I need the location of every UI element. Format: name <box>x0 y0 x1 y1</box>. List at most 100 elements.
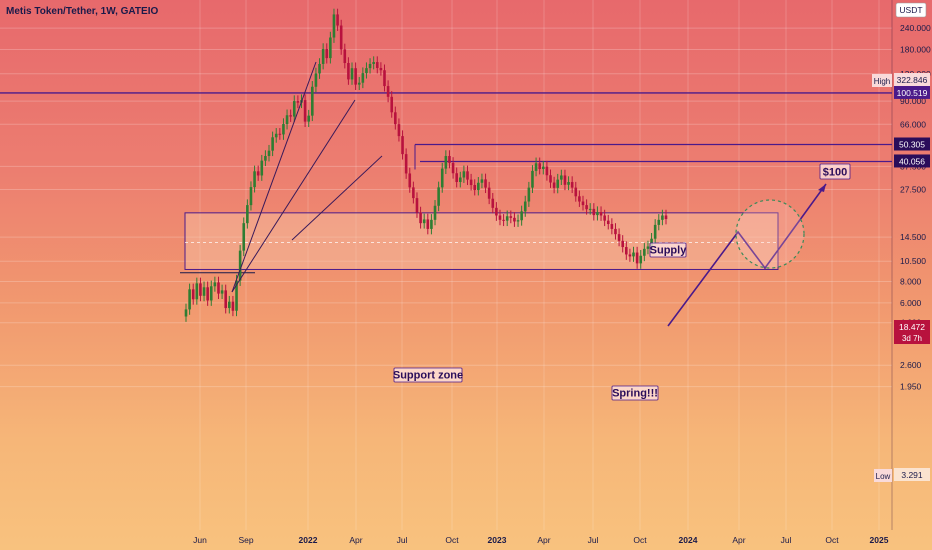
tag-high-label: High <box>874 77 890 86</box>
candle-body-125 <box>635 252 639 264</box>
candle-body-12 <box>228 301 231 309</box>
x-tick-3: Apr <box>349 535 362 545</box>
spring-label: Spring!!! <box>612 388 658 400</box>
candle-body-128 <box>646 246 650 249</box>
tag-high-label-bg <box>872 74 892 87</box>
candle-body-8 <box>213 282 217 287</box>
candle-body-99 <box>541 166 545 170</box>
candle-body-65 <box>419 212 422 224</box>
candle-body-82 <box>480 179 484 183</box>
candle-body-11 <box>224 290 227 309</box>
candle-body-70 <box>437 187 440 206</box>
candle-body-47 <box>354 68 357 85</box>
y-tick-15: 1.950 <box>900 382 922 392</box>
candle-body-27 <box>282 124 285 135</box>
candle-body-25 <box>274 133 278 138</box>
candle-body-38 <box>321 49 325 64</box>
candle-body-132 <box>661 215 664 220</box>
candle-body-68 <box>430 219 433 229</box>
tag-100: 100.519 <box>897 88 928 98</box>
candle-body-83 <box>484 179 487 188</box>
candle-body-30 <box>292 101 296 117</box>
tag-50: 50.305 <box>899 140 925 150</box>
candle-body-127 <box>643 248 646 256</box>
tag-100-bg <box>894 85 930 99</box>
candle-body-17 <box>246 205 249 224</box>
tag-last-value: 18.472 <box>899 322 925 332</box>
candle-body-60 <box>401 136 404 155</box>
candle-body-49 <box>361 73 365 83</box>
candle-body-88 <box>502 219 505 221</box>
candle-body-74 <box>451 162 455 174</box>
x-tick-13: Oct <box>825 535 839 545</box>
candle-body-111 <box>585 205 588 210</box>
candle-body-101 <box>549 175 552 183</box>
chart-title: Metis Token/Tether, 1W, GATEIO <box>6 6 159 17</box>
tag-50-bg <box>894 137 930 151</box>
candle-body-73 <box>448 156 451 163</box>
candle-body-92 <box>516 220 520 222</box>
candle-body-15 <box>238 250 242 281</box>
tag-last-bg <box>894 320 930 344</box>
wedge-upper-line <box>231 61 317 293</box>
x-tick-7: Apr <box>537 535 550 545</box>
x-tick-12: Jul <box>781 535 792 545</box>
candle-body-112 <box>588 208 592 210</box>
candle-body-39 <box>325 49 329 59</box>
candle-body-54 <box>379 67 383 71</box>
y-tick-12: 6.000 <box>900 298 922 308</box>
candle-body-72 <box>444 156 448 169</box>
candle-body-115 <box>599 212 603 216</box>
candle-body-55 <box>383 70 386 87</box>
candle-body-97 <box>534 163 538 171</box>
candle-body-85 <box>491 198 495 208</box>
supply-label-box <box>649 242 687 258</box>
candle-body-57 <box>390 96 394 113</box>
candle-body-90 <box>509 216 513 218</box>
y-tick-14: 2.600 <box>900 360 922 370</box>
candle-body-44 <box>343 49 347 64</box>
support-zone-box <box>184 212 779 270</box>
target-circle <box>735 199 805 269</box>
candle-body-105 <box>563 175 567 185</box>
tag-low-value-bg <box>894 468 930 481</box>
candle-body-10 <box>220 290 224 294</box>
candle-body-89 <box>505 216 509 221</box>
support-zone-label-box <box>393 367 463 383</box>
candle-body-126 <box>639 255 643 264</box>
candle-body-51 <box>368 63 372 69</box>
candle-body-95 <box>527 187 531 202</box>
x-tick-14: 2025 <box>870 535 889 545</box>
candle-body-123 <box>628 254 632 257</box>
tag-last-countdown: 3d 7h <box>902 334 922 343</box>
candle-body-53 <box>375 62 379 68</box>
candle-body-41 <box>332 14 336 38</box>
candle-body-23 <box>267 150 271 157</box>
target-label-box <box>819 163 851 180</box>
candle-body-3 <box>195 283 199 300</box>
candle-body-84 <box>487 187 491 199</box>
candle-body-26 <box>278 133 282 135</box>
projection-path <box>667 183 827 327</box>
x-tick-1: Sep <box>238 535 253 545</box>
candle-body-29 <box>289 115 292 117</box>
candle-body-45 <box>347 63 350 80</box>
candle-body-14 <box>235 280 238 311</box>
candle-body-94 <box>523 201 527 212</box>
tag-low-value: 3.291 <box>901 470 923 480</box>
candle-body-79 <box>469 179 473 186</box>
candle-body-107 <box>570 182 574 188</box>
tag-low-label-bg <box>874 469 892 482</box>
candle-body-34 <box>307 115 311 122</box>
x-tick-10: 2024 <box>679 535 698 545</box>
candle-body-7 <box>209 286 213 301</box>
candle-body-109 <box>578 196 581 202</box>
tag-40-bg <box>894 154 930 168</box>
candle-body-67 <box>426 219 430 229</box>
candle-body-40 <box>329 37 332 59</box>
y-tick-6: 66.000 <box>900 119 926 129</box>
currency-badge: USDT <box>899 5 922 15</box>
tag-low-label: Low <box>876 472 891 481</box>
